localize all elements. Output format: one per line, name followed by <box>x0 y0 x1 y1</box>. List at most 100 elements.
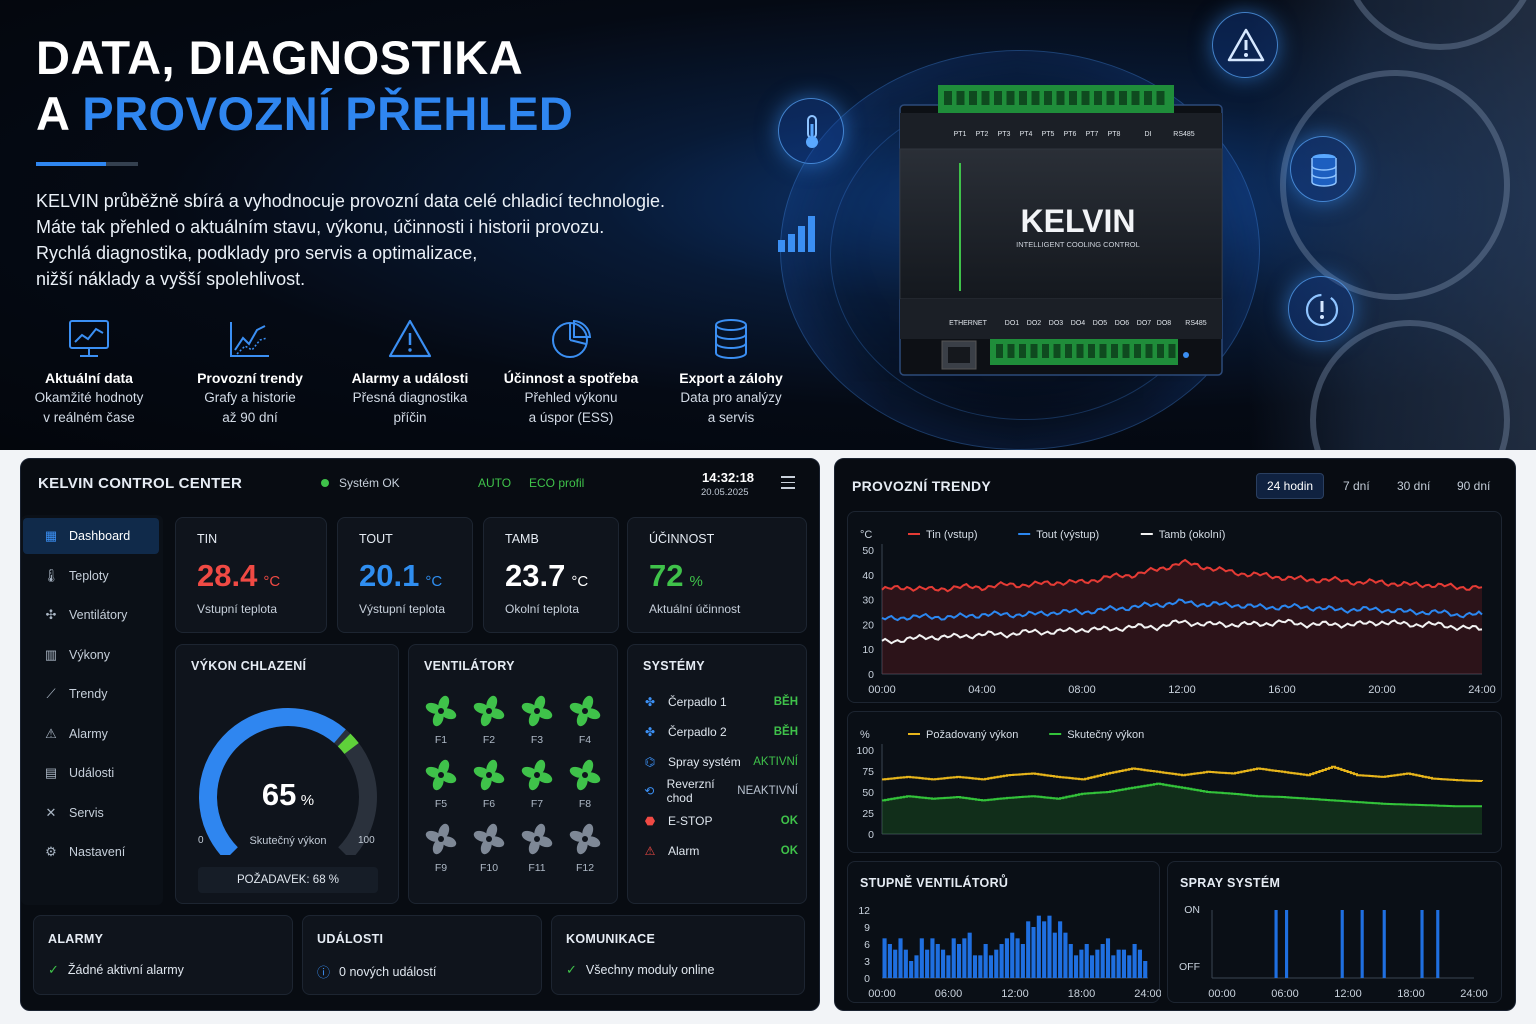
fan-icon <box>569 759 601 791</box>
sidebar-item-grid[interactable]: ▦ Dashboard <box>23 518 159 554</box>
terminal-screw <box>1007 344 1015 358</box>
fan-icon <box>425 823 457 855</box>
fan-label: F9 <box>434 862 448 874</box>
tab-30d[interactable]: 30 dní <box>1397 479 1431 493</box>
sidebar-item-warning[interactable]: ⚠ Alarmy <box>23 716 159 752</box>
database-icon <box>1311 154 1337 187</box>
terminal-screw <box>1094 91 1102 105</box>
fan-icon <box>473 695 505 727</box>
fan-label: F8 <box>578 798 592 810</box>
legend-label: Tamb (okolní) <box>1159 529 1226 541</box>
fan-stage-bar <box>1111 955 1116 978</box>
gauge-min-label: 0 <box>198 835 204 846</box>
sidebar-item-trend[interactable]: ⟋ Trendy <box>23 676 159 712</box>
system-row[interactable]: ✤ Čerpadlo 1 BĚH <box>642 692 798 712</box>
series-line-3 <box>881 618 1483 645</box>
kpi-value: 23.7 °C <box>505 558 589 593</box>
fan-f8[interactable]: F8 <box>569 759 601 810</box>
x-tick-label: 12:00 <box>1001 988 1029 1000</box>
fan-label: F6 <box>482 798 496 810</box>
system-row[interactable]: ⬣ E-STOP OK <box>642 811 798 831</box>
tab-90d[interactable]: 90 dní <box>1457 479 1491 493</box>
sidebar-item-bar-chart[interactable]: ▥ Výkony <box>23 637 159 673</box>
kpi-card-účinnost: ÚČINNOST 72% Aktuální účinnost <box>627 517 807 633</box>
fan-f6[interactable]: F6 <box>473 759 505 810</box>
system-status: OK <box>780 845 798 857</box>
series-line-2 <box>881 598 1483 622</box>
fan-label: F5 <box>434 798 448 810</box>
fan-stage-bar <box>1052 932 1057 978</box>
fan-f2[interactable]: F2 <box>473 695 505 746</box>
reverse-icon: ⟲ <box>644 784 655 799</box>
fan-stage-bar <box>1074 955 1079 978</box>
sidebar-item-gear[interactable]: ⚙ Nastavení <box>23 834 159 870</box>
fan-stage-bar <box>1058 921 1063 978</box>
footer-card-události: UDÁLOSTI ⓘ 0 nových událostí <box>302 915 542 995</box>
warning-icon: ⚠ <box>45 725 57 741</box>
device-port-label: DI <box>1145 131 1152 138</box>
terminal-screw <box>996 344 1003 358</box>
cooling-value: 65 % <box>261 777 315 812</box>
sidebar-item-tools[interactable]: ✕ Servis <box>23 795 159 831</box>
spray-title: SPRAY SYSTÉM <box>1180 876 1281 890</box>
sidebar-item-thermometer[interactable]: 🌡 Teploty <box>23 558 159 594</box>
hero-banner: DATA, DIAGNOSTIKA A PROVOZNÍ PŘEHLED KEL… <box>0 0 1536 450</box>
system-label: Spray systém <box>668 754 741 769</box>
footer-title: UDÁLOSTI <box>317 932 384 946</box>
fan-stage-bar <box>1010 932 1015 978</box>
power-chart-card: % 100 75 50 25 0 Požadovaný výkon Skutečný výko… <box>847 711 1502 853</box>
sidebar-item-document[interactable]: ▤ Události <box>23 755 159 791</box>
cooling-title: VÝKON CHLAZENÍ <box>191 659 307 673</box>
clock-date: 20.05.2025 <box>701 487 749 498</box>
system-row[interactable]: ⌬ Spray systém AKTIVNÍ <box>642 752 798 772</box>
footer-row: ✓ Žádné aktivní alarmy <box>48 962 184 978</box>
fan-stage-bar <box>1004 938 1009 978</box>
x-tick-label: 06:00 <box>935 988 963 1000</box>
system-label: Reverzní chod <box>666 777 715 806</box>
system-status: AKTIVNÍ <box>753 755 798 768</box>
profile-badge[interactable]: ECO profil <box>529 476 585 490</box>
mode-badge[interactable]: AUTO <box>478 476 512 490</box>
fan-stage-bar <box>919 938 924 978</box>
fan-f11[interactable]: F11 <box>521 823 553 874</box>
menu-icon[interactable] <box>781 476 795 489</box>
system-row[interactable]: ⟲ Reverzní chod NEAKTIVNÍ <box>642 777 798 805</box>
y-tick-label: 100 <box>856 745 874 757</box>
x-tick-label: 16:00 <box>1268 684 1296 696</box>
fan-icon: ✣ <box>45 607 57 622</box>
tab-24h[interactable]: 24 hodin <box>1256 473 1325 499</box>
series-line-1 <box>882 765 1483 782</box>
system-label: Čerpadlo 1 <box>668 695 727 709</box>
footer-title: ALARMY <box>48 932 104 946</box>
fan-f5[interactable]: F5 <box>425 759 457 810</box>
device-port-label: ETHERNET <box>949 320 987 327</box>
fan-f3[interactable]: F3 <box>521 695 553 746</box>
system-row[interactable]: ✤ Čerpadlo 2 BĚH <box>642 722 798 742</box>
series-area <box>882 559 1482 674</box>
system-status: NEAKTIVNÍ <box>737 785 798 798</box>
kpi-sub: Vstupní teplota <box>197 602 278 616</box>
temperature-chart: °C 50 40 30 20 10 0 Tin (vstup) Tout (výstup) Tam… <box>860 529 1496 696</box>
kpi-sub: Výstupní teplota <box>359 602 446 616</box>
cooling-power-card: VÝKON CHLAZENÍ 65 % 0 100 Skutečný výkon… <box>175 644 399 904</box>
fan-stage-bar <box>1068 944 1073 978</box>
fan-f1[interactable]: F1 <box>425 695 457 746</box>
tab-7d[interactable]: 7 dní <box>1343 479 1370 493</box>
pump-icon: ✤ <box>644 695 656 709</box>
document-icon: ▤ <box>44 765 58 780</box>
fan-f4[interactable]: F4 <box>569 695 601 746</box>
footer-text: Všechny moduly online <box>585 963 715 977</box>
fan-icon <box>569 823 601 855</box>
fan-f10[interactable]: F10 <box>473 823 505 874</box>
grid-icon: ▦ <box>44 528 58 543</box>
fan-f7[interactable]: F7 <box>521 759 553 810</box>
fan-f12[interactable]: F12 <box>569 823 601 874</box>
device-subtitle: INTELLIGENT COOLING CONTROL <box>1016 240 1140 249</box>
terminal-screw <box>1019 344 1026 358</box>
feature-list: Aktuální data Okamžité hodnoty v reálném… <box>22 318 783 438</box>
sidebar-item-fan[interactable]: ✣ Ventilátory <box>23 597 159 633</box>
fan-stage-bar <box>882 938 887 978</box>
y-unit-label: % <box>860 729 870 741</box>
system-row[interactable]: ⚠ Alarm OK <box>642 841 798 861</box>
fan-f9[interactable]: F9 <box>425 823 457 874</box>
